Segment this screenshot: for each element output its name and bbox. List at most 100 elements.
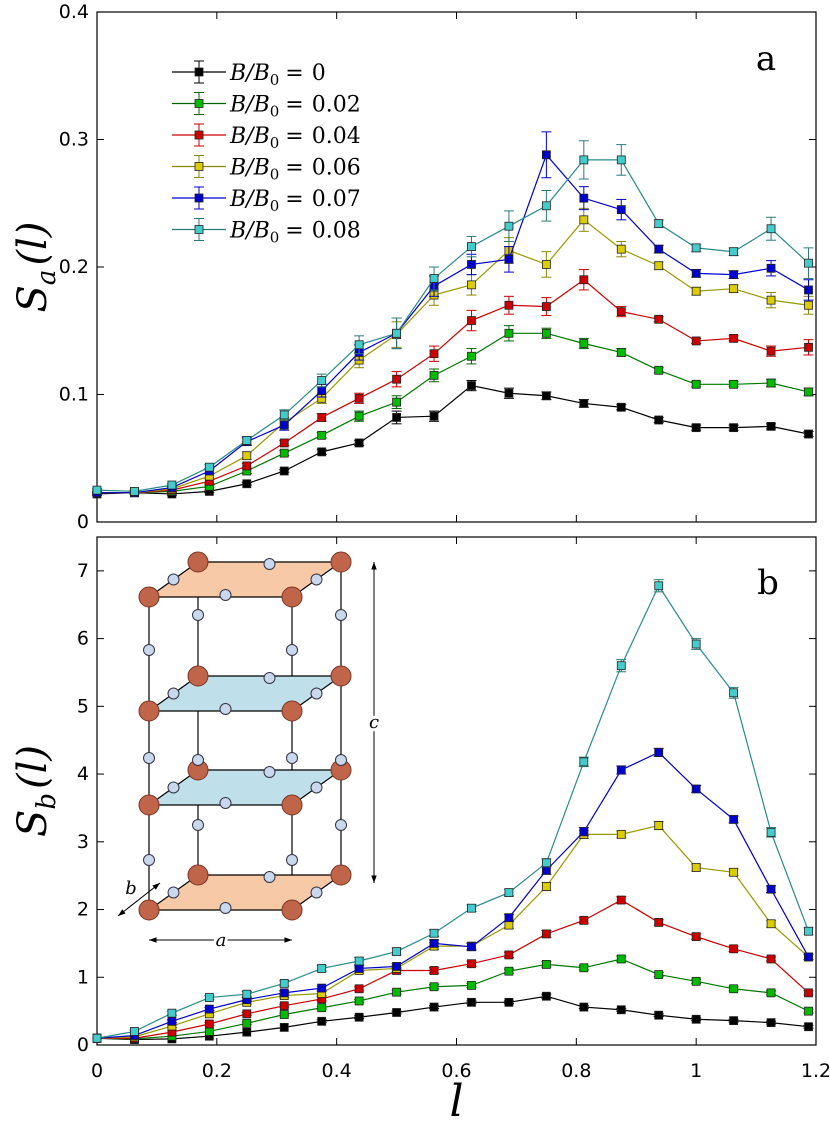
y-axis-label-arg: (l) (10, 222, 56, 266)
data-point (616, 244, 626, 254)
data-point (616, 954, 626, 964)
data-point (130, 1027, 139, 1036)
data-point (654, 244, 664, 254)
data-point (541, 882, 551, 891)
legend-label-value: 0.04 (312, 124, 361, 149)
legend-label-value: 0.06 (312, 156, 361, 181)
data-point (317, 386, 327, 396)
series-b-4 (92, 747, 814, 1043)
atom-small (263, 766, 276, 778)
data-point (691, 423, 701, 433)
data-point (766, 1018, 776, 1028)
data-point (691, 976, 701, 986)
data-point (691, 639, 701, 649)
data-point (204, 462, 214, 472)
y-tick-label: 2 (77, 899, 89, 921)
legend-label-sub: 0 (270, 103, 280, 121)
series-line (96, 751, 810, 1039)
data-point (504, 888, 514, 897)
data-point (467, 351, 476, 361)
atom-large (187, 864, 209, 886)
data-point (541, 260, 551, 269)
data-point (766, 827, 776, 837)
data-point (392, 328, 401, 338)
data-point (354, 411, 364, 421)
dimension-a-arrow-head (284, 937, 292, 943)
data-point (766, 421, 776, 431)
data-point (504, 221, 514, 231)
dimension-b-arrow (117, 882, 161, 917)
data-point (691, 863, 701, 872)
atom-small (219, 589, 232, 601)
series-a-0 (92, 379, 814, 499)
data-point (317, 1016, 327, 1026)
series-b-3 (92, 820, 814, 1043)
y-tick-label: 0 (77, 511, 89, 533)
data-point (467, 903, 476, 913)
data-point (616, 829, 626, 839)
y-axis-label-main: S (10, 285, 56, 312)
data-point (616, 205, 626, 215)
data-point (354, 1012, 364, 1022)
y-axis-label-arg: (l) (10, 745, 56, 789)
series-b-1 (92, 954, 814, 1044)
legend-label-main: B/B (229, 156, 270, 181)
atom-small (219, 902, 232, 914)
data-point (279, 466, 289, 476)
data-point (204, 1019, 214, 1029)
data-point (354, 956, 364, 966)
atom-small (192, 609, 204, 621)
data-point (654, 415, 664, 425)
data-point (392, 1008, 401, 1017)
data-point (204, 1004, 214, 1014)
atom-small (167, 781, 180, 794)
panel-label-b: b (757, 563, 779, 603)
y-tick-label: 6 (77, 628, 89, 650)
data-point (467, 959, 476, 969)
legend-entry: B/B0 = 0.08 (172, 218, 361, 247)
legend-label-sub: 0 (270, 229, 280, 247)
data-point (467, 381, 476, 390)
atom-large (281, 794, 303, 816)
data-point (579, 339, 589, 348)
data-point (616, 1005, 626, 1015)
atom-small (310, 886, 323, 899)
data-point (130, 486, 139, 496)
data-point (804, 926, 813, 936)
dimension-a-arrow-head (149, 937, 157, 943)
data-point (766, 263, 776, 273)
data-point (766, 988, 776, 998)
series-line (97, 899, 809, 1039)
data-point (167, 1008, 177, 1018)
data-point (429, 349, 439, 359)
data-point (279, 438, 289, 448)
data-point (766, 295, 776, 305)
data-point (579, 215, 589, 225)
data-point (766, 378, 776, 388)
y-tick-label: 1 (77, 966, 89, 988)
data-point (804, 952, 813, 962)
atom-small (219, 703, 232, 715)
y-tick-label: 3 (77, 831, 89, 853)
data-point (467, 316, 476, 325)
atom-large (187, 665, 209, 687)
atom-large (330, 551, 352, 573)
data-point (242, 989, 252, 999)
series-a-3 (92, 207, 814, 498)
legend-label-value: 0.02 (312, 93, 361, 118)
dimension-b-label: b (125, 878, 137, 899)
legend-label-main: B/B (229, 61, 270, 86)
data-point (729, 984, 739, 994)
data-point (317, 413, 327, 422)
atom-small (286, 644, 298, 656)
atom-large (187, 551, 209, 573)
data-point (616, 661, 626, 671)
legend-label: B/B0 = 0.07 (229, 187, 361, 215)
data-point (429, 928, 439, 938)
data-point (504, 388, 514, 398)
data-point (279, 978, 289, 988)
data-point (579, 1002, 589, 1012)
data-point (242, 435, 252, 445)
data-point (392, 962, 401, 971)
